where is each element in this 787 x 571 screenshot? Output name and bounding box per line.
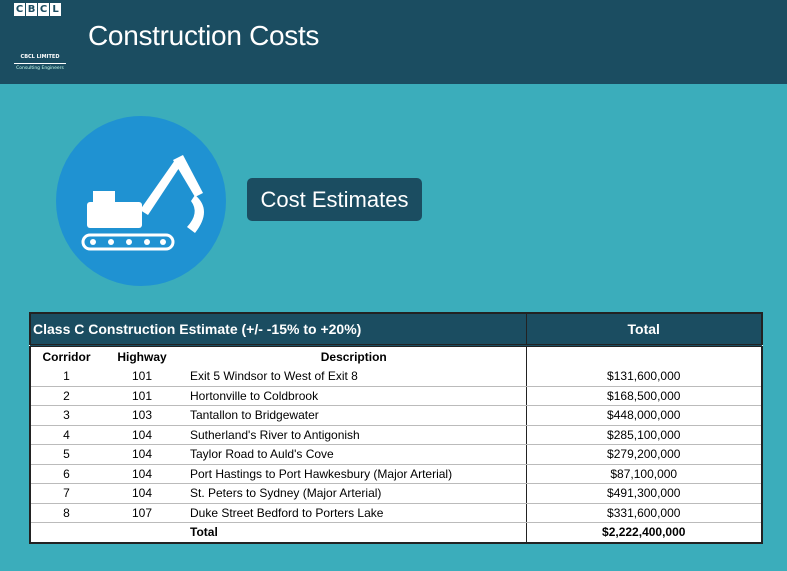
- logo-letter: B: [26, 3, 37, 16]
- total-row: Total $2,222,400,000: [30, 522, 762, 543]
- corridor-cell: 5: [30, 444, 102, 465]
- column-header: Corridor: [42, 350, 91, 364]
- description-cell: Tantallon to Bridgewater: [182, 405, 526, 426]
- highway-cell: 101: [102, 386, 182, 406]
- highway-cell: 107: [102, 503, 182, 523]
- description-cell: Taylor Road to Auld's Cove: [182, 444, 526, 465]
- total-cell: $331,600,000: [525, 503, 762, 523]
- description-cell: Sutherland's River to Antigonish: [182, 425, 526, 445]
- header-bar: C B C L CBCL LIMITED Consulting Engineer…: [0, 0, 787, 84]
- table-row: 2 101 Hortonville to Coldbrook $168,500,000: [30, 386, 762, 406]
- total-cell: $168,500,000: [525, 386, 762, 406]
- total-cell: $131,600,000: [525, 367, 762, 387]
- logo-letter: C: [14, 3, 25, 16]
- table-row: 4 104 Sutherland's River to Antigonish $285…: [30, 425, 762, 445]
- cost-table: Class C Construction Estimate (+/- -15% …: [29, 312, 763, 544]
- table-row: 8 107 Duke Street Bedford to Porters Lake $…: [30, 503, 762, 523]
- total-cell: $87,100,000: [525, 464, 762, 484]
- table-row: 7 104 St. Peters to Sydney (Major Arterial…: [30, 483, 762, 504]
- highway-cell: 104: [102, 425, 182, 445]
- logo-tagline: Consulting Engineers: [14, 63, 66, 71]
- logo-letter: L: [50, 3, 61, 16]
- corridor-cell: 2: [30, 386, 102, 406]
- description-cell: Hortonville to Coldbrook: [182, 386, 526, 406]
- highway-cell: 104: [102, 464, 182, 484]
- corridor-cell: 7: [30, 483, 102, 504]
- table-row: 5 104 Taylor Road to Auld's Cove $279,200,0…: [30, 444, 762, 465]
- total-cell: $448,000,000: [525, 405, 762, 426]
- table-body: 1 101 Exit 5 Windsor to West of Exit 8 $131…: [30, 367, 762, 543]
- empty-cell: [102, 523, 182, 543]
- corridor-cell: 4: [30, 425, 102, 445]
- highway-cell: 101: [102, 367, 182, 387]
- highway-cell: 104: [102, 444, 182, 465]
- empty-cell: [30, 523, 102, 543]
- column-header: [525, 345, 762, 367]
- cost-estimates-button[interactable]: Cost Estimates: [247, 178, 422, 221]
- slide-title: Construction Costs: [88, 20, 320, 51]
- logo-company: CBCL LIMITED: [20, 54, 60, 60]
- corridor-cell: 6: [30, 464, 102, 484]
- corridor-cell: 3: [30, 405, 102, 426]
- total-label: Total: [190, 525, 218, 540]
- column-header: Description: [320, 350, 387, 364]
- corridor-cell: 1: [30, 367, 102, 387]
- table-row: 1 101 Exit 5 Windsor to West of Exit 8 $131…: [30, 367, 762, 387]
- total-cell: $285,100,000: [525, 425, 762, 445]
- highway-cell: 104: [102, 483, 182, 504]
- total-value: $2,222,400,000: [525, 522, 762, 543]
- description-cell: St. Peters to Sydney (Major Arterial): [182, 483, 526, 504]
- total-cell: $491,300,000: [525, 483, 762, 504]
- corridor-cell: 8: [30, 503, 102, 523]
- table-row: 3 103 Tantallon to Bridgewater $448,000,000: [30, 405, 762, 426]
- description-cell: Port Hastings to Port Hawkesbury (Major …: [182, 464, 526, 484]
- table-heading: Class C Construction Estimate (+/- -15% …: [29, 312, 527, 347]
- excavator-icon: [56, 116, 226, 286]
- highway-cell: 103: [102, 405, 182, 426]
- logo-letters: C B C L: [14, 3, 66, 16]
- description-cell: Duke Street Bedford to Porters Lake: [182, 503, 526, 523]
- logo: C B C L CBCL LIMITED Consulting Engineer…: [14, 3, 66, 75]
- total-cell: $279,200,000: [525, 444, 762, 465]
- description-cell: Exit 5 Windsor to West of Exit 8: [182, 367, 526, 387]
- table-row: 6 104 Port Hastings to Port Hawkesbury (Ma…: [30, 464, 762, 484]
- column-header: Highway: [117, 350, 167, 364]
- logo-letter: C: [38, 3, 49, 16]
- total-heading: Total: [525, 312, 763, 347]
